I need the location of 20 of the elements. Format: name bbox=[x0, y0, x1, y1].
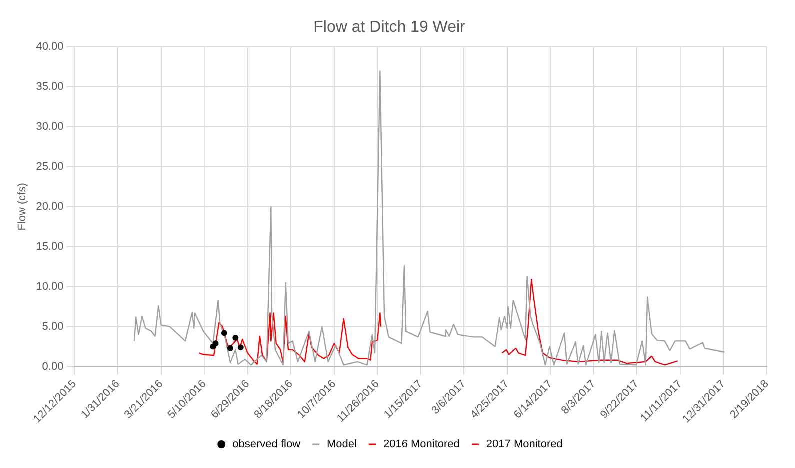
y-tick-label: 20.00 bbox=[36, 201, 64, 213]
point bbox=[227, 345, 234, 352]
y-axis-title: Flow (cfs) bbox=[16, 183, 29, 231]
point bbox=[232, 334, 239, 341]
point bbox=[212, 340, 219, 347]
y-tick-label: 25.00 bbox=[36, 161, 64, 174]
y-tick-label: 10.00 bbox=[36, 280, 64, 293]
legend-label: 2017 Monitored bbox=[486, 438, 563, 451]
y-tick-label: 0.00 bbox=[42, 360, 64, 373]
y-tick-label: 5.00 bbox=[42, 320, 64, 333]
point bbox=[238, 344, 244, 351]
point bbox=[221, 330, 228, 336]
y-tick-label: 30.00 bbox=[36, 121, 64, 134]
legend-label: Model bbox=[327, 438, 357, 451]
y-tick-label: 35.00 bbox=[36, 81, 64, 94]
chart-title: Flow at Ditch 19 Weir bbox=[314, 19, 466, 36]
legend-label: 2016 Monitored bbox=[383, 438, 460, 451]
y-tick-label: 15.00 bbox=[36, 240, 64, 253]
legend-label: observed flow bbox=[232, 438, 301, 451]
y-tick-label: 40.00 bbox=[36, 41, 64, 54]
